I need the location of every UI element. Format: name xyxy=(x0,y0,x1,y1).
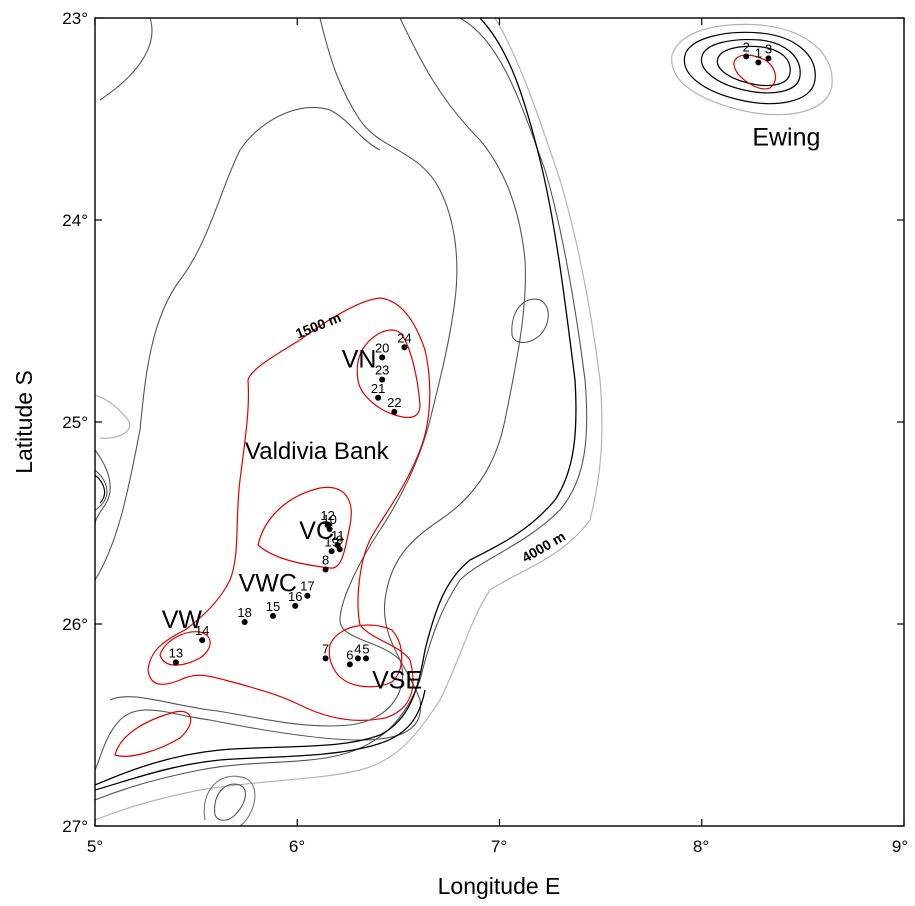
station-label-18: 18 xyxy=(237,605,251,620)
station-dot-12 xyxy=(324,522,331,529)
station-dot-21 xyxy=(375,394,382,401)
contour-1500m xyxy=(114,54,777,757)
station-label-21: 21 xyxy=(371,381,385,396)
station-label-20: 20 xyxy=(375,340,389,355)
contour-grey-2 xyxy=(95,394,131,439)
y-tick-label: 26° xyxy=(62,615,88,634)
contour-dark-2 xyxy=(95,18,526,771)
station-dot-4 xyxy=(354,655,361,662)
station-label-8: 8 xyxy=(322,552,329,567)
station-label-15: 15 xyxy=(266,599,280,614)
station-label-16: 16 xyxy=(288,589,302,604)
station-dot-24 xyxy=(401,344,408,351)
x-axis-title: Longitude E xyxy=(438,873,561,899)
station-dot-20 xyxy=(379,354,386,361)
contour-1500-main xyxy=(147,297,431,721)
x-tick-labels: 5° 6° 7° 8° 9° xyxy=(87,837,908,856)
contour-dark-seamount-w xyxy=(95,469,108,511)
x-tick-label: 8° xyxy=(693,837,709,856)
station-dot-16 xyxy=(292,602,299,609)
region-label-vse: VSE xyxy=(372,667,422,695)
contour-1500-vn xyxy=(356,329,421,419)
station-dot-6 xyxy=(346,661,353,668)
station-dot-14 xyxy=(199,637,206,644)
contour-dark-e xyxy=(511,298,549,344)
contour-dark-4 xyxy=(95,449,111,526)
contour-dark-seamount-s xyxy=(214,783,246,821)
contour-dark-1 xyxy=(95,18,588,801)
station-dot-23 xyxy=(379,376,386,383)
station-dot-15 xyxy=(269,612,276,619)
contour-black-sw xyxy=(95,474,106,504)
station-dot-18 xyxy=(241,618,248,625)
station-label-19: 19 xyxy=(324,534,338,549)
station-label-17: 17 xyxy=(300,579,314,594)
contour-dark-3 xyxy=(99,18,153,101)
contour-black-ewing-1 xyxy=(683,31,816,105)
y-axis-title: Latitude S xyxy=(11,370,37,474)
station-label-23: 23 xyxy=(375,363,389,378)
axis-ticks xyxy=(94,17,905,827)
station-label-11: 11 xyxy=(331,528,345,543)
station-label-3: 3 xyxy=(765,41,772,56)
contour-1500-ewing xyxy=(733,54,777,90)
y-tick-label: 27° xyxy=(62,817,88,836)
region-label-ewing: Ewing xyxy=(752,123,820,151)
station-dot-22 xyxy=(391,408,398,415)
station-label-4: 4 xyxy=(354,641,361,656)
contour-1500-vc xyxy=(257,486,352,569)
x-tick-label: 9° xyxy=(892,837,908,856)
y-tick-labels: 23° 24° 25° 26° 27° xyxy=(62,9,88,836)
station-dot-11 xyxy=(334,542,341,549)
station-label-2: 2 xyxy=(743,39,750,54)
y-tick-label: 25° xyxy=(62,413,88,432)
contour-dark-seamount-s2 xyxy=(203,775,256,826)
valdivia-bank-label: Valdivia Bank xyxy=(245,438,390,465)
contour-lines xyxy=(95,18,833,826)
contour-grey-ewing xyxy=(671,23,833,116)
station-label-22: 22 xyxy=(387,395,401,410)
station-label-9: 9 xyxy=(336,532,343,547)
contour-1500-vse xyxy=(328,624,403,688)
contour-label-1500: 1500 m xyxy=(293,309,343,342)
station-label-12: 12 xyxy=(320,508,334,523)
station-label-24: 24 xyxy=(397,330,411,345)
station-label-13: 13 xyxy=(169,645,183,660)
station-dot-5 xyxy=(363,655,370,662)
station-label-6: 6 xyxy=(346,647,353,662)
station-label-14: 14 xyxy=(195,623,209,638)
contour-black-ewing-2 xyxy=(700,38,801,94)
contour-1500-sw xyxy=(114,710,192,757)
station-dot-7 xyxy=(322,655,329,662)
station-dot-17 xyxy=(304,592,311,599)
y-tick-label: 23° xyxy=(62,9,88,28)
region-label-vn: VN xyxy=(342,345,377,373)
station-label-5: 5 xyxy=(362,641,369,656)
station-dot-13 xyxy=(172,659,179,666)
contour-dark-5 xyxy=(109,18,458,727)
region-label-vwc: VWC xyxy=(239,570,297,598)
contour-black-ewing-3 xyxy=(716,45,791,87)
contour-black-1 xyxy=(95,18,577,786)
station-label-7: 7 xyxy=(322,641,329,656)
x-tick-label: 5° xyxy=(87,837,103,856)
station-label-1: 1 xyxy=(755,45,762,60)
station-dot-2 xyxy=(743,53,750,60)
station-dot-3 xyxy=(765,55,772,62)
contour-grey xyxy=(95,18,603,821)
x-tick-label: 7° xyxy=(491,837,507,856)
station-dot-19 xyxy=(328,548,335,555)
region-label-vw: VW xyxy=(162,606,203,634)
x-tick-label: 6° xyxy=(289,837,305,856)
station-dot-1 xyxy=(755,59,762,66)
station-dot-8 xyxy=(322,566,329,573)
y-tick-label: 24° xyxy=(62,211,88,230)
contour-dark-6 xyxy=(95,106,381,581)
contour-black-2 xyxy=(95,689,426,791)
